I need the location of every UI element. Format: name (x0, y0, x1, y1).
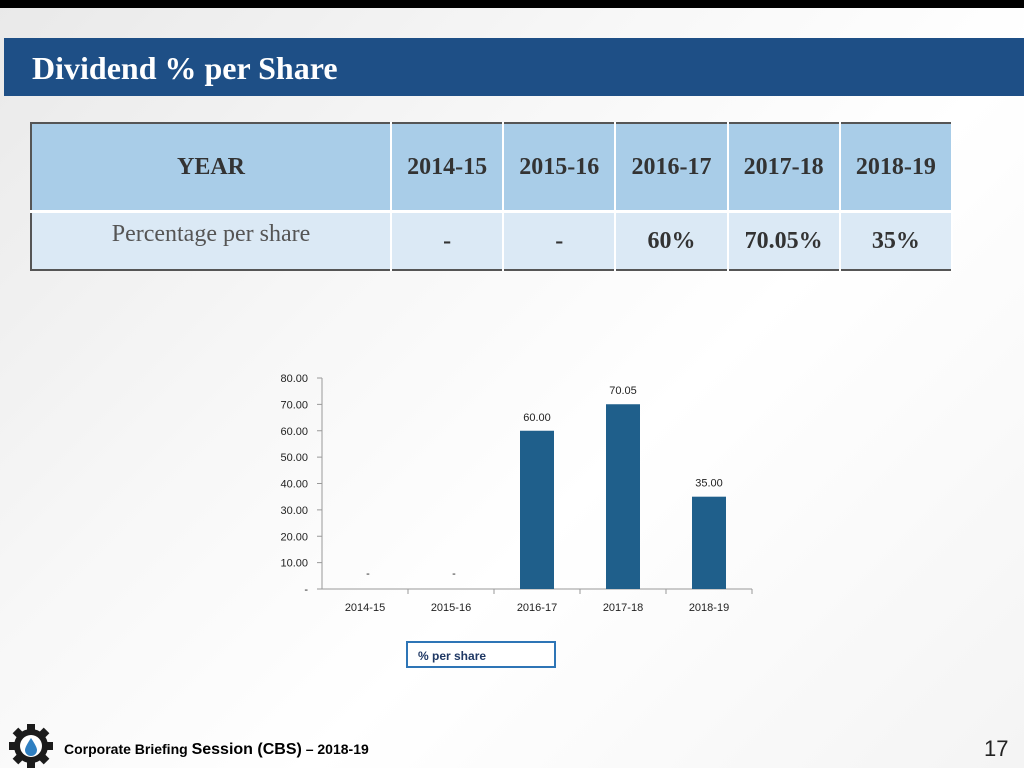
y-tick-label: 60.00 (280, 426, 308, 438)
footer-text-part1: Corporate Briefing (64, 741, 192, 757)
table-row-label: Percentage per share (31, 211, 392, 270)
data-label: 35.00 (695, 478, 723, 490)
x-tick-label: 2015-16 (431, 602, 471, 614)
y-tick-label: 70.00 (280, 399, 308, 411)
table-cell: 35% (839, 211, 954, 270)
y-tick-label: 30.00 (280, 505, 308, 517)
data-label: - (452, 568, 456, 580)
data-label: 60.00 (523, 412, 551, 424)
y-tick-label: 80.00 (280, 373, 308, 385)
y-tick-label: 50.00 (280, 452, 308, 464)
table-header-cell: 2016-17 (615, 123, 729, 213)
footer-text-part2: Session (CBS) (191, 741, 302, 758)
table-cell: 60% (615, 211, 729, 270)
x-tick-label: 2016-17 (517, 602, 557, 614)
table-header-row: YEAR 2014-15 2015-16 2016-17 2017-18 201… (31, 123, 954, 213)
bar (692, 496, 726, 589)
gear-logo-icon (9, 724, 53, 768)
table-cell: 70.05% (727, 211, 841, 270)
x-tick-label: 2014-15 (345, 602, 385, 614)
table-cell: - (503, 211, 617, 270)
data-label: 70.05 (609, 385, 637, 397)
bar (520, 430, 554, 589)
footer-text: Corporate Briefing Session (CBS) – 2018-… (64, 741, 369, 759)
bar-chart: - 10.00 20.00 30.00 40.00 50.00 60.00 70.00 80.0… (280, 373, 753, 614)
dividend-table: YEAR 2014-15 2015-16 2016-17 2017-18 201… (30, 122, 954, 271)
table-header-cell: 2014-15 (391, 123, 505, 213)
table-header-cell: 2018-19 (839, 123, 954, 213)
x-tick-label: 2017-18 (603, 602, 643, 614)
page-number: 17 (984, 736, 1009, 761)
data-label: - (366, 568, 370, 580)
y-tick-label: 40.00 (280, 479, 308, 491)
table-header-cell: 2017-18 (727, 123, 841, 213)
legend-label: % per share (418, 649, 487, 663)
slide-title: Dividend % per Share (32, 50, 338, 86)
table-header-year: YEAR (31, 123, 392, 213)
top-black-strip (0, 0, 1024, 8)
table-row: Percentage per share - - 60% 70.05% 35% (31, 211, 954, 270)
y-tick-label: 20.00 (280, 531, 308, 543)
table-header-cell: 2015-16 (503, 123, 617, 213)
chart-legend: % per share (406, 641, 556, 668)
y-tick-label: 10.00 (280, 558, 308, 570)
bar (606, 404, 640, 589)
title-bar: Dividend % per Share (4, 38, 1024, 96)
x-tick-label: 2018-19 (689, 602, 729, 614)
y-tick-label: - (304, 584, 308, 596)
footer-text-part3: – 2018-19 (301, 741, 369, 757)
table-cell: - (391, 211, 505, 270)
